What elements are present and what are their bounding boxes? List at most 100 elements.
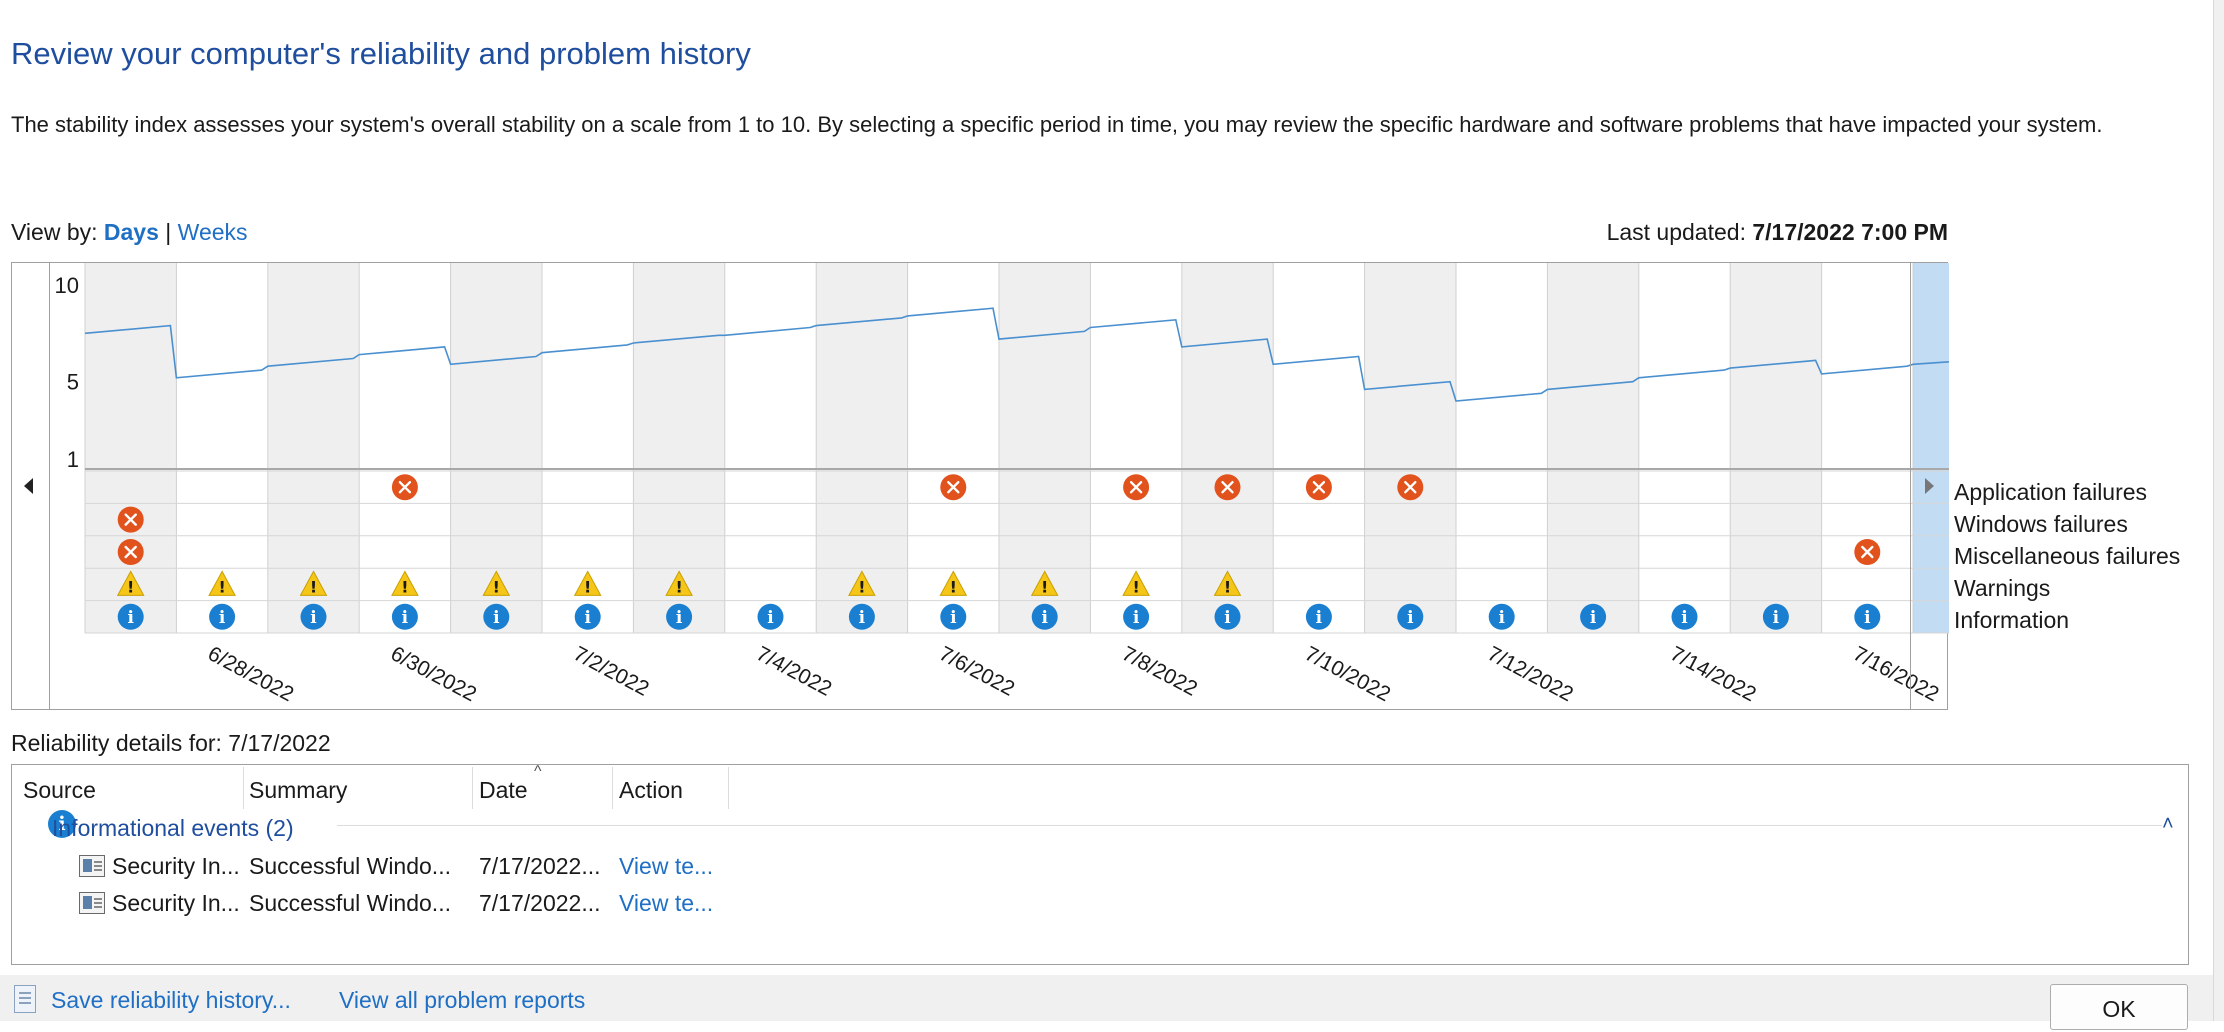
day-column[interactable] [1547,263,1639,633]
info-icon[interactable] [1671,603,1698,630]
error-icon-glyph [947,481,960,494]
column-header-summary[interactable]: Summary [249,777,348,803]
warning-icon[interactable] [391,570,419,596]
page-title: Review your computer's reliability and p… [11,36,751,71]
warning-icon[interactable] [299,570,328,596]
info-icon[interactable] [1397,603,1424,630]
error-icon-glyph [124,513,137,526]
row-label-miscellaneous-failures: Miscellaneous failures [1954,543,2181,569]
info-icon[interactable] [300,603,327,630]
info-icon[interactable] [940,603,967,630]
info-icon-glyph: i [859,608,866,628]
warning-icon[interactable] [1213,570,1242,596]
info-icon[interactable] [1305,603,1332,630]
day-column[interactable] [1364,263,1456,633]
info-icon[interactable] [209,603,236,630]
info-icon[interactable] [848,603,875,630]
table-row[interactable]: Security In... Successful Windo... 7/17/… [12,886,2188,920]
info-icon[interactable] [666,603,693,630]
view-by-label: View by: [11,219,98,245]
info-icon[interactable] [1214,603,1241,630]
warning-icon[interactable] [939,570,968,596]
warning-icon[interactable] [1122,570,1150,596]
info-icon[interactable] [1123,603,1150,630]
row-label-windows-failures: Windows failures [1954,511,2128,537]
last-updated: Last updated: 7/17/2022 7:00 PM [1607,219,1948,246]
info-icon[interactable] [1854,603,1881,630]
day-column[interactable] [1638,263,1731,633]
day-column[interactable] [1273,263,1365,633]
warning-icon[interactable] [665,570,693,596]
day-column[interactable] [1821,263,1913,633]
info-icon-glyph: i [219,608,226,628]
reliability-details-table[interactable]: Source Summary Date ^ Action i Informati… [11,763,2189,965]
reliability-chart[interactable]: 10 5 1!!!!!!!!!!!! i i i i i i i i i i i i i i i i i i i i 6/28… [11,262,1949,711]
warning-icon[interactable] [1030,570,1059,596]
sort-ascending-icon: ^ [534,763,542,780]
error-icon-glyph [1221,481,1234,494]
warning-icon-glyph: ! [1132,577,1139,596]
error-icon-glyph [1861,545,1874,559]
day-column[interactable] [1913,263,1949,633]
row-source: Security In... [112,853,240,879]
info-icon-glyph: i [767,608,774,628]
info-icon[interactable] [391,603,418,630]
warning-icon[interactable] [208,570,236,596]
info-icon[interactable] [117,603,144,630]
info-icon[interactable] [1488,603,1515,630]
warning-icon[interactable] [573,570,602,596]
info-icon[interactable] [757,603,784,630]
warning-icon[interactable] [482,570,511,596]
view-by-selector: View by: Days | Weeks [11,219,248,246]
save-reliability-history-link[interactable]: Save reliability history... [51,987,291,1013]
view-all-problem-reports-link[interactable]: View all problem reports [339,987,586,1013]
view-technical-details-link[interactable]: View te... [619,890,714,916]
day-column[interactable] [1456,263,1548,633]
info-icon[interactable] [1031,603,1058,630]
info-icon[interactable] [574,603,601,630]
info-icon-glyph: i [1041,608,1048,628]
info-icon-glyph: i [1407,608,1414,628]
group-header-informational-events[interactable]: Informational events (2) [52,815,294,841]
chart-scroll-left-button[interactable] [12,263,50,709]
warning-icon-glyph: ! [675,577,682,596]
warning-icon[interactable] [116,570,145,596]
warning-icon[interactable] [848,570,876,596]
error-icon-glyph [1312,481,1326,494]
column-header-date[interactable]: Date [479,777,528,803]
row-label-information: Information [1954,607,2070,633]
arrow-left-icon [24,478,33,494]
day-column[interactable] [724,263,817,633]
info-icon-glyph: i [950,608,957,628]
y-tick-label: 5 [67,370,79,395]
day-column[interactable] [1730,263,1822,633]
info-icon[interactable] [1580,603,1607,630]
info-icon-glyph: i [127,608,134,628]
column-divider[interactable] [728,767,729,809]
column-divider[interactable] [612,767,613,809]
ok-button[interactable]: OK [2050,984,2188,1030]
reliability-chart-svg[interactable]: 10 5 1!!!!!!!!!!! ! i i i i i i i i i i i i i i i i i i i i 6/28… [12,263,1949,711]
view-by-separator: | [165,219,172,245]
column-header-source[interactable]: Source [23,777,96,803]
column-divider[interactable] [243,767,244,809]
warning-icon-glyph: ! [218,577,225,596]
vertical-scrollbar[interactable] [2213,0,2224,1021]
collapse-group-icon[interactable]: ˄ [2162,813,2174,835]
group-header-info-icon: i [48,810,76,838]
info-icon-glyph: i [493,608,500,628]
table-row[interactable]: Security In... Successful Windo... 7/17/… [12,849,2188,883]
info-icon[interactable] [483,603,510,630]
view-by-weeks-link[interactable]: Weeks [177,219,248,245]
view-by-days-link[interactable]: Days [103,219,159,245]
column-header-action[interactable]: Action [619,777,683,803]
row-date: 7/17/2022... [479,853,601,879]
view-technical-details-link[interactable]: View te... [619,853,714,879]
column-divider[interactable] [472,767,473,809]
date-label: 6/30/2022 [387,642,480,706]
row-source: Security In... [112,890,240,916]
event-log-icon [79,855,105,877]
chart-scroll-right-button[interactable] [1910,263,1947,709]
info-icon[interactable] [1762,603,1789,630]
info-icon-glyph: i [1133,608,1140,628]
